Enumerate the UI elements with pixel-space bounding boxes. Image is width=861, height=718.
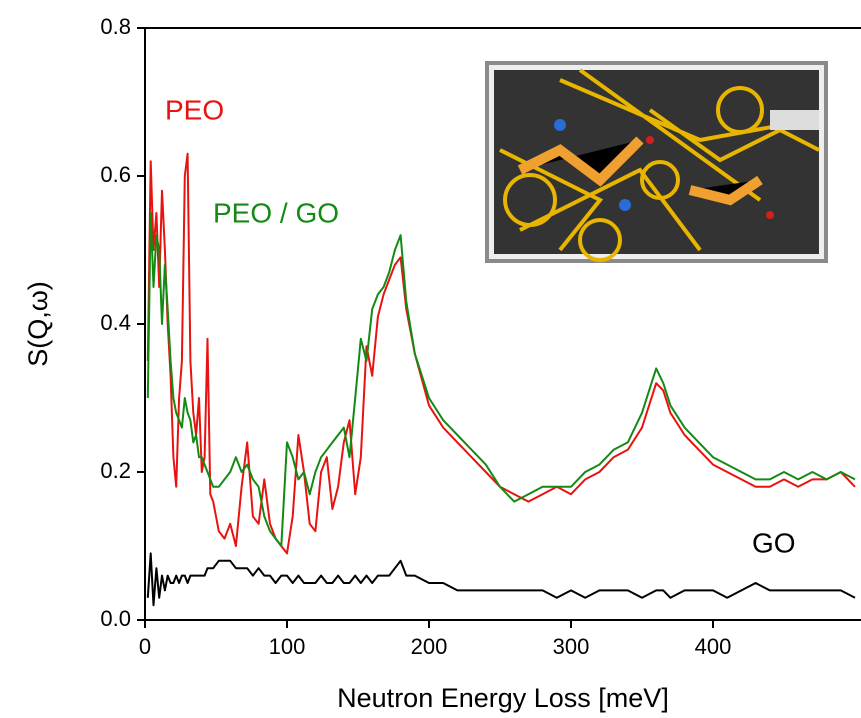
- series-line: [148, 553, 855, 605]
- y-tick-label: 0.0: [100, 606, 131, 631]
- x-tick-label: 0: [139, 634, 151, 659]
- y-axis-label: S(Q,ω): [23, 281, 53, 367]
- y-tick-label: 0.2: [100, 458, 131, 483]
- series-label: GO: [752, 527, 796, 558]
- series-label: PEO / GO: [213, 197, 339, 228]
- y-tick-label: 0.4: [100, 310, 131, 335]
- x-tick-label: 100: [269, 634, 306, 659]
- y-tick-label: 0.6: [100, 162, 131, 187]
- series-label: PEO: [165, 94, 224, 125]
- x-axis-label: Neutron Energy Loss [meV]: [337, 683, 669, 713]
- x-tick-label: 200: [411, 634, 448, 659]
- chart: Neutron Energy Loss [meV] S(Q,ω) 0.0 0.2 0…: [0, 0, 861, 718]
- x-tick-label: 400: [695, 634, 732, 659]
- inset-image: [487, 63, 826, 261]
- y-tick-label: 0.8: [100, 14, 131, 39]
- x-tick-label: 300: [553, 634, 590, 659]
